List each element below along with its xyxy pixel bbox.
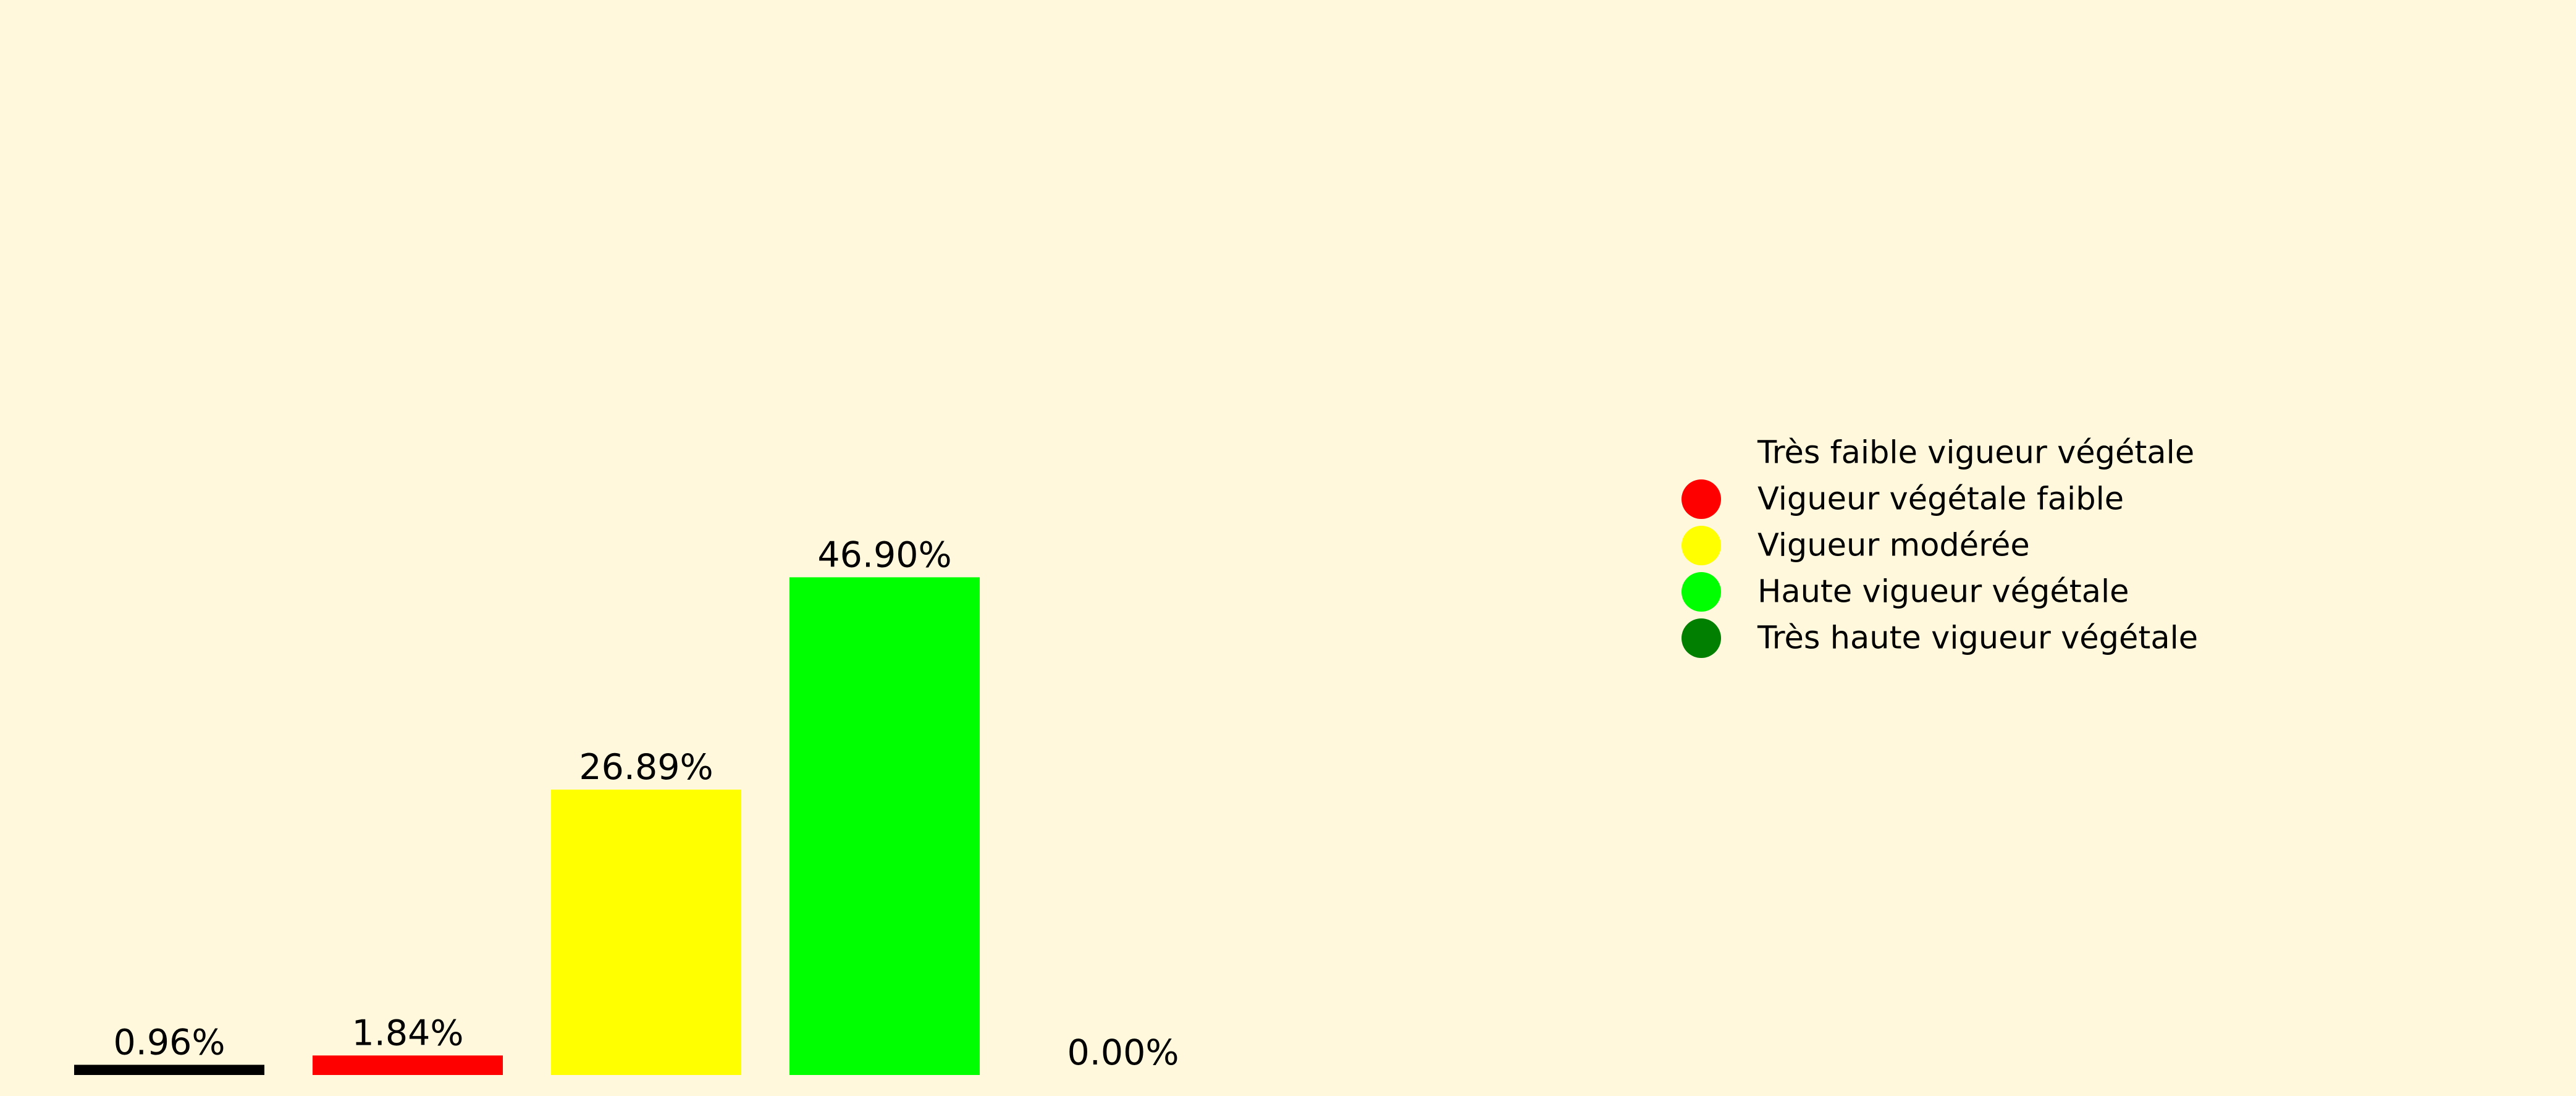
value-labels-layer: 0.96% 1.84% 26.89% 46.90% 0.00% [113, 534, 1179, 1073]
bar-2 [313, 1055, 503, 1075]
bar-value-label-5: 0.00% [1067, 1032, 1179, 1073]
legend-entry-4: Haute vigueur végétale [1757, 574, 2129, 610]
legend-entry-1: Très faible vigueur végétale [1757, 435, 2194, 471]
legend-marker-2 [1682, 479, 1721, 519]
bar-value-label-1: 0.96% [113, 1022, 225, 1063]
legend-entry-2: Vigueur végétale faible [1757, 481, 2124, 518]
bar-3 [551, 790, 741, 1075]
bar-4 [789, 577, 980, 1075]
bar-value-label-3: 26.89% [579, 747, 713, 788]
legend-marker-1 [1682, 433, 1721, 473]
legend: Très faible vigueur végétale Vigueur végé… [1682, 433, 2198, 658]
legend-entry-3: Vigueur modérée [1757, 528, 2030, 564]
bar-value-label-4: 46.90% [817, 534, 951, 575]
legend-marker-3 [1682, 526, 1721, 565]
bars-layer [74, 577, 980, 1075]
bar-value-label-2: 1.84% [351, 1013, 463, 1053]
legend-marker-4 [1682, 572, 1721, 612]
legend-marker-5 [1682, 618, 1721, 658]
legend-entry-5: Très haute vigueur végétale [1757, 620, 2198, 657]
bar-1 [74, 1064, 264, 1075]
